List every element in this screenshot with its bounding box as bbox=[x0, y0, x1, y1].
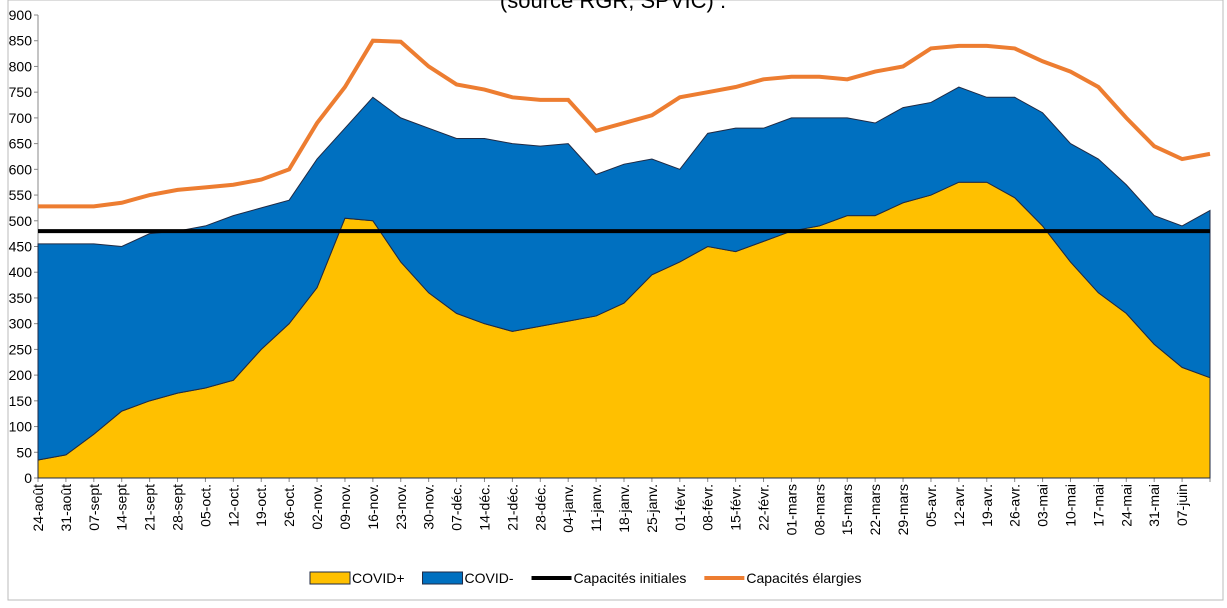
line bbox=[38, 38, 1211, 209]
x-tick-label: 18-janv. bbox=[616, 484, 632, 533]
x-tick-label: 17-mai bbox=[1090, 484, 1106, 527]
x-tick-label: 03-mai bbox=[1035, 484, 1051, 527]
chart-title: (source RGR, SPVIC) : bbox=[500, 0, 726, 13]
x-tick-label: 02-nov. bbox=[309, 484, 325, 530]
y-tick-label: 550 bbox=[9, 187, 33, 203]
y-tick-label: 800 bbox=[9, 58, 33, 74]
x-tick-label: 29-mars bbox=[895, 484, 911, 535]
x-tick-label: 25-janv. bbox=[644, 484, 660, 533]
x-tick-label: 05-oct. bbox=[197, 484, 213, 527]
x-tick-label: 16-nov. bbox=[365, 484, 381, 530]
legend-swatch bbox=[309, 571, 351, 585]
x-tick-label: 23-nov. bbox=[393, 484, 409, 530]
y-tick-label: 400 bbox=[9, 264, 33, 280]
y-tick-label: 150 bbox=[9, 393, 33, 409]
area bbox=[37, 86, 1211, 461]
y-tick-label: 850 bbox=[9, 33, 33, 49]
y-tick-label: 200 bbox=[9, 367, 33, 383]
x-tick-label: 30-nov. bbox=[421, 484, 437, 530]
y-tick-label: 100 bbox=[9, 419, 33, 435]
x-tick-label: 08-mars bbox=[811, 484, 827, 535]
x-tick-label: 19-oct. bbox=[253, 484, 269, 527]
x-tick-label: 21-déc. bbox=[504, 484, 520, 531]
x-tick-label: 22-févr. bbox=[756, 484, 772, 531]
x-tick-label: 04-janv. bbox=[560, 484, 576, 533]
x-tick-label: 07-juin bbox=[1174, 484, 1190, 526]
x-tick-label: 24-mai bbox=[1118, 484, 1134, 527]
x-tick-label: 12-oct. bbox=[225, 484, 241, 527]
legend-label: Capacités initiales bbox=[574, 570, 687, 586]
x-tick-label: 14-sept bbox=[114, 484, 130, 531]
y-tick-label: 0 bbox=[24, 470, 32, 486]
x-tick-label: 22-mars bbox=[867, 484, 883, 535]
y-tick-label: 600 bbox=[9, 161, 33, 177]
x-tick-label: 28-sept bbox=[170, 484, 186, 531]
y-tick-label: 300 bbox=[9, 316, 33, 332]
x-tick-label: 11-janv. bbox=[588, 484, 604, 532]
y-tick-label: 700 bbox=[9, 110, 33, 126]
legend-label: COVID- bbox=[465, 570, 514, 586]
x-tick-label: 28-déc. bbox=[532, 484, 548, 531]
x-tick-label: 31-mai bbox=[1146, 484, 1162, 527]
y-tick-label: 650 bbox=[9, 136, 33, 152]
y-tick-label: 900 bbox=[9, 7, 33, 23]
x-tick-label: 31-août bbox=[58, 484, 74, 532]
x-tick-label: 26-avr. bbox=[1007, 484, 1023, 527]
x-tick-label: 01-févr. bbox=[672, 484, 688, 531]
y-tick-label: 450 bbox=[9, 239, 33, 255]
x-tick-label: 08-févr. bbox=[700, 484, 716, 531]
legend-label: Capacités élargies bbox=[746, 570, 861, 586]
y-tick-label: 350 bbox=[9, 290, 33, 306]
x-tick-label: 10-mai bbox=[1062, 484, 1078, 527]
x-tick-label: 24-août bbox=[30, 484, 46, 532]
x-tick-label: 07-sept bbox=[86, 484, 102, 531]
x-tick-label: 01-mars bbox=[783, 484, 799, 535]
legend-label: COVID+ bbox=[352, 570, 405, 586]
x-tick-label: 15-févr. bbox=[728, 484, 744, 531]
chart-frame bbox=[7, 0, 1224, 601]
y-tick-label: 250 bbox=[9, 341, 33, 357]
y-tick-label: 50 bbox=[16, 444, 32, 460]
y-tick-label: 500 bbox=[9, 213, 33, 229]
y-tick-label: 750 bbox=[9, 84, 33, 100]
legend-swatch bbox=[422, 571, 464, 585]
x-tick-label: 05-avr. bbox=[923, 484, 939, 527]
x-tick-label: 26-oct. bbox=[281, 484, 297, 527]
x-tick-label: 21-sept bbox=[142, 484, 158, 531]
x-tick-label: 19-avr. bbox=[979, 484, 995, 527]
x-tick-label: 07-déc. bbox=[449, 484, 465, 531]
x-tick-label: 15-mars bbox=[839, 484, 855, 535]
x-tick-label: 14-déc. bbox=[476, 484, 492, 531]
x-tick-label: 09-nov. bbox=[337, 484, 353, 530]
x-tick-label: 12-avr. bbox=[951, 484, 967, 527]
